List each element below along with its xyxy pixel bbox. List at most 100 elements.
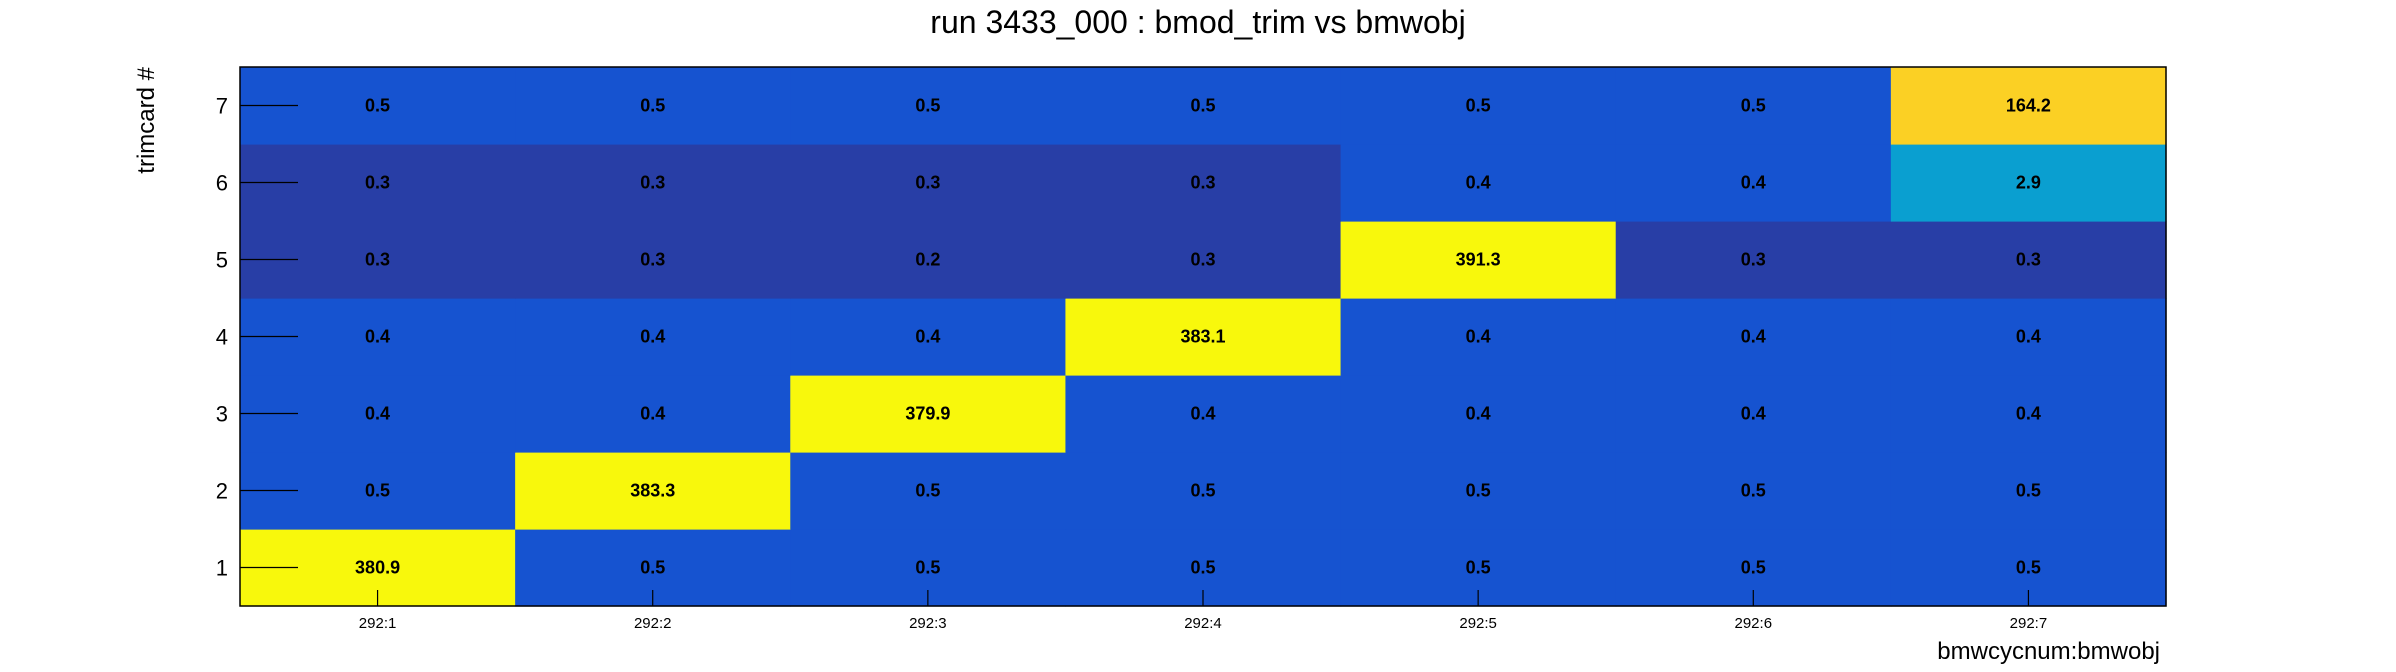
heatmap-cell	[1615, 221, 1892, 299]
cell-value-label: 0.5	[915, 558, 940, 578]
x-tick-label: 292:1	[359, 615, 397, 632]
cell-value-label: 0.3	[640, 173, 665, 193]
cell-value-label: 0.4	[1466, 404, 1491, 424]
y-tick-label: 1	[216, 556, 228, 581]
x-tick-label: 292:2	[634, 615, 672, 632]
heatmap-cell	[1615, 375, 1892, 453]
cell-value-label: 0.3	[915, 173, 940, 193]
cell-value-label: 0.3	[640, 250, 665, 270]
heatmap-cell	[1890, 144, 2167, 222]
heatmap-cell	[515, 298, 791, 376]
cell-value-label: 383.3	[630, 481, 675, 501]
cell-value-label: 0.3	[365, 250, 390, 270]
cell-value-label: 0.5	[1466, 96, 1491, 116]
heatmap-cell	[790, 375, 1067, 453]
cell-value-label: 0.4	[915, 327, 940, 347]
heatmap-cell	[1340, 221, 1617, 299]
x-tick-label: 292:4	[1184, 615, 1222, 632]
cell-value-label: 379.9	[905, 404, 950, 424]
y-axis-label: trimcard #	[133, 66, 160, 173]
cell-value-label: 0.5	[365, 481, 390, 501]
x-tick-label: 292:5	[1459, 615, 1497, 632]
heatmap-cell	[1340, 298, 1617, 376]
cell-value-label: 0.5	[1466, 481, 1491, 501]
cell-value-label: 0.5	[2016, 481, 2041, 501]
cell-value-label: 0.3	[365, 173, 390, 193]
cell-value-label: 164.2	[2006, 96, 2051, 116]
heatmap-cell	[1065, 144, 1342, 222]
cell-value-label: 0.4	[640, 327, 665, 347]
heatmap-cell	[1340, 67, 1617, 145]
heatmap-cell	[515, 144, 791, 222]
cell-value-label: 0.4	[2016, 404, 2041, 424]
cell-value-label: 0.5	[915, 96, 940, 116]
cell-value-label: 0.5	[1190, 558, 1215, 578]
heatmap-cell	[1340, 452, 1617, 530]
heatmap-cell	[1890, 221, 2167, 299]
cell-value-label: 0.4	[1190, 404, 1215, 424]
cell-value-label: 0.5	[915, 481, 940, 501]
cell-value-label: 0.5	[1741, 481, 1766, 501]
heatmap-cell	[1890, 452, 2167, 530]
heatmap-cell	[1615, 298, 1892, 376]
heatmap-cell	[515, 375, 791, 453]
x-tick-label: 292:3	[909, 615, 947, 632]
cell-value-label: 0.4	[1741, 327, 1766, 347]
heatmap-cell	[1890, 67, 2167, 145]
cell-value-label: 0.5	[640, 96, 665, 116]
x-tick-label: 292:7	[2010, 615, 2048, 632]
heatmap-cell	[790, 452, 1067, 530]
heatmap-cell	[1065, 452, 1342, 530]
x-axis-label: bmwcycnum:bmwobj	[1937, 638, 2160, 665]
cell-value-label: 391.3	[1456, 250, 1501, 270]
heatmap-cell	[1890, 375, 2167, 453]
x-tick-label: 292:6	[1735, 615, 1773, 632]
cell-value-label: 0.5	[1466, 558, 1491, 578]
cell-value-label: 0.3	[2016, 250, 2041, 270]
heatmap-cell	[1340, 375, 1617, 453]
heatmap-cell	[1065, 67, 1342, 145]
heatmap-cell	[515, 67, 791, 145]
cell-value-labels: 380.9 0.5 0.5 0.5 0.5 0.5 0.5 0.5 383.3 0.5 0.5 0.5…	[355, 96, 2051, 578]
heatmap-cell	[1615, 67, 1892, 145]
cell-value-label: 0.3	[1741, 250, 1766, 270]
cell-value-label: 380.9	[355, 558, 400, 578]
cell-value-label: 0.5	[1190, 481, 1215, 501]
cell-value-label: 0.3	[1190, 250, 1215, 270]
y-tick-label: 4	[216, 325, 228, 350]
cell-value-label: 383.1	[1180, 327, 1225, 347]
cell-value-label: 0.4	[1466, 327, 1491, 347]
heatmap-cell	[790, 67, 1067, 145]
heatmap-cell	[1615, 144, 1892, 222]
cell-value-label: 0.4	[1466, 173, 1491, 193]
cell-value-label: 0.2	[915, 250, 940, 270]
heatmap-cell	[1340, 144, 1617, 222]
heatmap-cell	[1065, 221, 1342, 299]
y-tick-label: 7	[216, 94, 228, 119]
heatmap-cell	[515, 221, 791, 299]
cell-value-label: 0.5	[1741, 558, 1766, 578]
cell-value-label: 0.4	[1741, 173, 1766, 193]
cell-value-label: 0.5	[1190, 96, 1215, 116]
cell-value-label: 0.4	[365, 327, 390, 347]
cell-value-label: 2.9	[2016, 173, 2041, 193]
y-tick-label: 3	[216, 402, 228, 427]
chart-title: run 3433_000 : bmod_trim vs bmwobj	[930, 4, 1466, 40]
heatmap-cell	[1615, 452, 1892, 530]
cell-value-label: 0.3	[1190, 173, 1215, 193]
heatmap-cell	[1890, 298, 2167, 376]
y-tick-label: 2	[216, 479, 228, 504]
heatmap-cell	[790, 298, 1067, 376]
heatmap-cell	[515, 452, 791, 530]
cell-value-label: 0.5	[365, 96, 390, 116]
y-tick-label: 5	[216, 248, 228, 273]
axis-ticks: 1 2 3 4 5 6 7 292:1 292:2 292:3 292:4 292:5 292:6 292…	[216, 94, 2047, 633]
cell-value-label: 0.5	[1741, 96, 1766, 116]
cell-value-label: 0.4	[2016, 327, 2041, 347]
cell-value-label: 0.4	[1741, 404, 1766, 424]
cell-value-label: 0.5	[640, 558, 665, 578]
y-tick-label: 6	[216, 171, 228, 196]
heatmap-cell	[1065, 375, 1342, 453]
heatmap-cell	[1065, 298, 1342, 376]
